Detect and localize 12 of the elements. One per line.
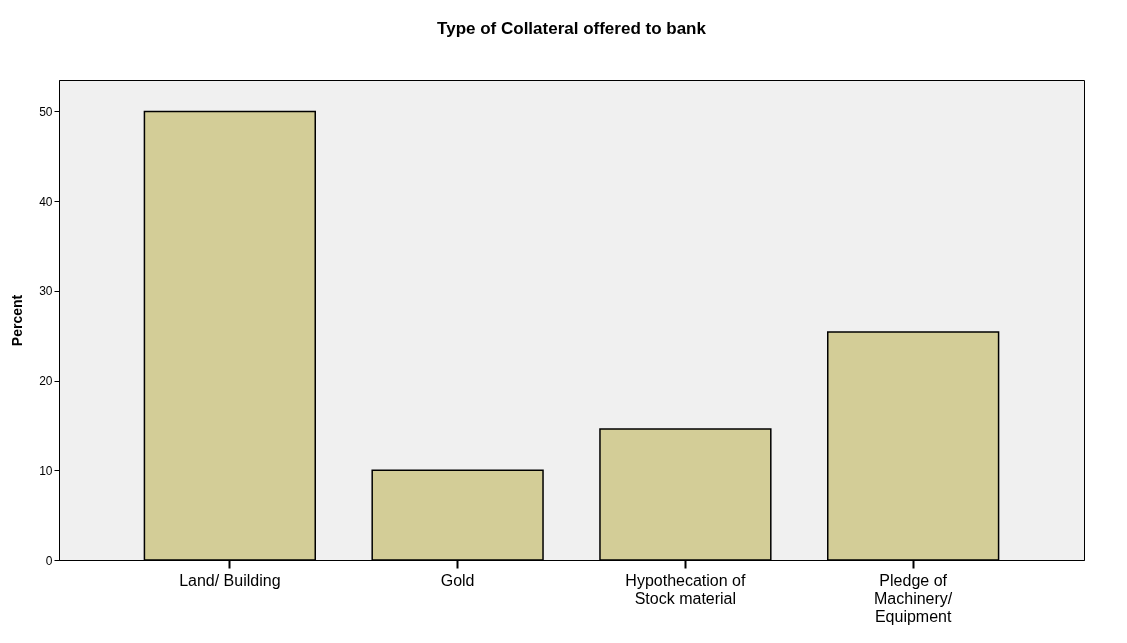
y-tick-label: 30	[39, 284, 53, 299]
x-tick-label: Pledge of Machinery/ Equipment	[874, 571, 953, 625]
x-tick-label: Land/ Building	[179, 571, 281, 589]
x-tick-label: Gold	[440, 571, 475, 589]
x-tick-label: Hypothecation of Stock material	[625, 571, 746, 607]
y-tick-label: 0	[45, 553, 53, 568]
y-tick-label: 40	[39, 194, 53, 209]
y-tick-label: 10	[39, 463, 53, 478]
chart-title: Type of Collateral offered to bank	[437, 19, 707, 38]
y-tick-label: 20	[39, 374, 53, 389]
y-tick-label: 50	[39, 104, 53, 119]
y-axis-title: Percent	[9, 294, 26, 347]
